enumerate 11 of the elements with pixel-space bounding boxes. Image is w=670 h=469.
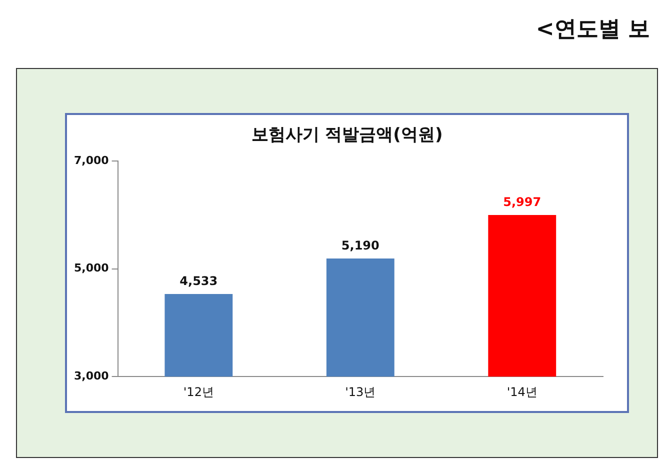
data-label: 4,533 xyxy=(180,274,218,288)
chart-title: 보험사기 적발금액(억원) xyxy=(250,124,444,146)
y-tick-label: 3,000 xyxy=(74,369,110,382)
text: <연도별 보 xyxy=(536,16,650,44)
data-label: 5,190 xyxy=(341,238,380,253)
y-tick-label: 5,000 xyxy=(74,262,110,275)
x-tick-label: '13년 xyxy=(345,384,376,399)
data-label: 5,997 xyxy=(503,195,542,210)
y-tick-label: 7,000 xyxy=(74,154,110,167)
x-tick-label: '12년 xyxy=(183,384,214,399)
x-tick-label: '14년 xyxy=(506,384,538,399)
